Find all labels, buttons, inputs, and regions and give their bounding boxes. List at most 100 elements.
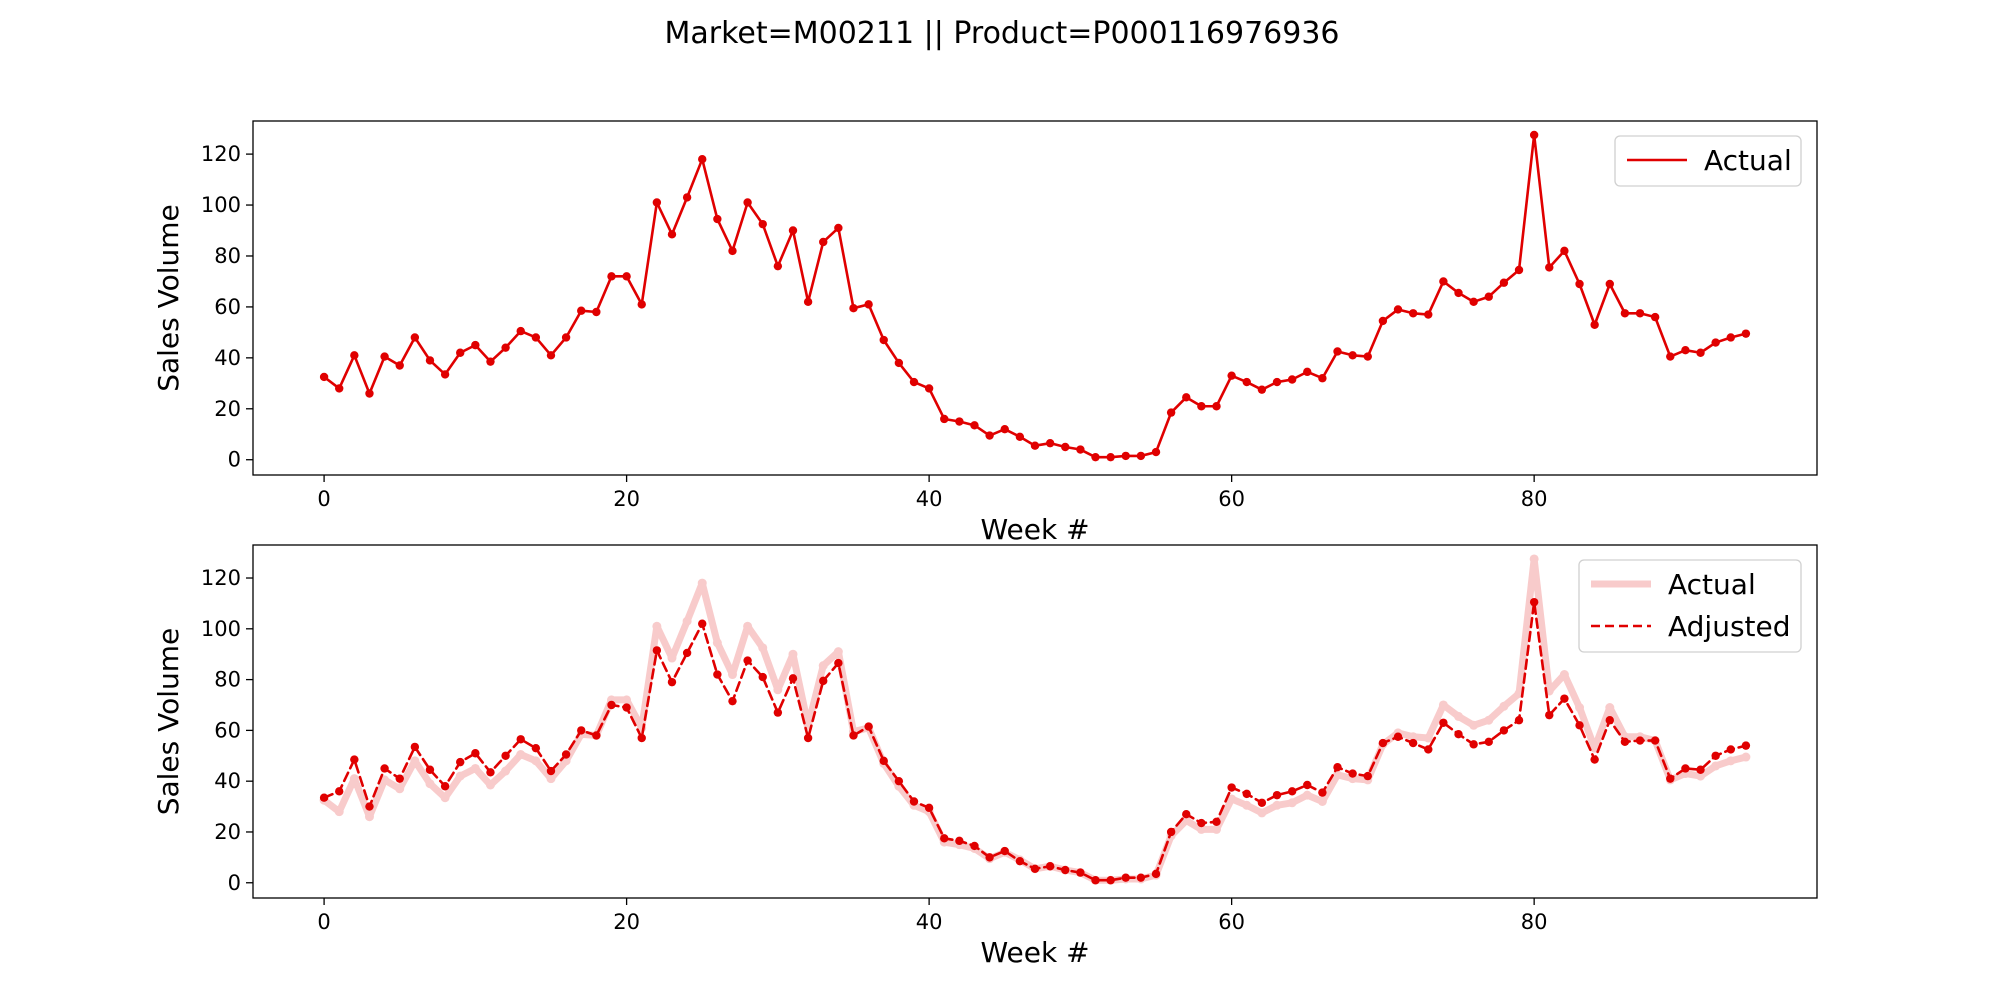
data-point	[1045, 438, 1055, 448]
data-point	[712, 638, 722, 648]
data-point	[1666, 352, 1675, 361]
data-point	[501, 751, 510, 760]
data-point	[516, 326, 525, 336]
data-point	[1303, 367, 1312, 377]
data-point	[456, 757, 465, 767]
y-tick-label: 40	[214, 346, 241, 370]
data-point	[1741, 741, 1751, 750]
data-point	[955, 836, 964, 846]
legend-label-actual: Actual	[1668, 568, 1756, 601]
y-tick-label: 100	[201, 193, 241, 217]
data-point	[1454, 711, 1464, 721]
data-point	[622, 272, 631, 281]
data-point	[440, 782, 450, 791]
x-tick-label: 40	[916, 910, 943, 934]
data-point	[335, 787, 344, 796]
data-point	[1469, 740, 1478, 749]
data-point	[516, 750, 526, 760]
data-point	[1545, 263, 1554, 272]
data-point	[1045, 862, 1055, 871]
x-axis-label: Week #	[980, 513, 1089, 546]
y-tick-label: 80	[214, 668, 241, 692]
data-point	[1287, 798, 1297, 808]
data-point	[395, 361, 404, 370]
x-tick-label: 60	[1218, 910, 1245, 934]
data-point	[788, 649, 798, 659]
legend-label-actual: Actual	[1704, 144, 1792, 177]
data-point	[1605, 703, 1615, 713]
data-point	[577, 306, 586, 315]
y-tick-label: 20	[214, 820, 241, 844]
data-point	[1408, 732, 1418, 742]
data-point	[758, 643, 768, 653]
data-point	[698, 619, 707, 628]
data-point	[425, 779, 435, 789]
data-point	[833, 647, 843, 657]
data-point	[1484, 737, 1493, 747]
data-point	[1696, 771, 1706, 781]
data-point	[1711, 338, 1720, 347]
data-point	[1272, 800, 1282, 810]
data-point	[1560, 246, 1569, 256]
data-point	[380, 352, 389, 361]
data-point	[1333, 347, 1342, 356]
chart-panel-2: 0 20 40 60 80 0 20 40 60 80 100 120 Week # Sales Volu…	[152, 544, 1818, 969]
data-point	[1181, 816, 1191, 826]
data-point	[1499, 278, 1509, 287]
data-point	[531, 743, 541, 753]
data-point	[1196, 824, 1206, 834]
data-point	[1454, 730, 1463, 739]
data-point	[1030, 864, 1040, 873]
data-point	[743, 656, 752, 665]
data-point	[1438, 700, 1448, 710]
data-point	[985, 431, 994, 440]
data-point	[1635, 736, 1645, 745]
data-point	[1272, 377, 1282, 387]
data-point	[1499, 726, 1509, 735]
data-point	[546, 774, 556, 784]
data-point	[1408, 738, 1418, 748]
data-point	[924, 384, 934, 393]
data-point	[592, 731, 601, 740]
x-tick-label: 80	[1521, 910, 1548, 934]
data-point	[682, 648, 692, 658]
data-point	[561, 333, 571, 342]
legend-box	[1578, 559, 1802, 653]
data-point	[1469, 297, 1478, 307]
data-point	[1317, 797, 1327, 806]
data-point	[803, 733, 813, 743]
data-point	[849, 731, 858, 740]
data-point	[758, 672, 767, 682]
y-tick-label: 0	[228, 871, 241, 895]
data-point	[1348, 769, 1357, 778]
data-point	[818, 661, 828, 671]
data-point	[834, 658, 843, 668]
y-tick-label: 120	[201, 142, 241, 166]
data-point	[1197, 818, 1206, 828]
series-line	[322, 133, 1748, 459]
data-point	[803, 297, 813, 307]
data-point	[592, 307, 601, 317]
data-point	[713, 214, 722, 224]
data-point	[365, 389, 374, 398]
data-point	[1681, 764, 1690, 773]
data-point	[1363, 771, 1372, 781]
data-point	[773, 261, 783, 271]
data-point	[1227, 371, 1236, 380]
data-point	[1424, 310, 1433, 319]
x-tick-label: 60	[1218, 487, 1245, 511]
data-point	[486, 768, 495, 777]
data-point	[1166, 408, 1176, 417]
data-point	[1257, 798, 1267, 807]
data-point	[940, 414, 949, 424]
data-point	[531, 333, 541, 342]
data-point	[1318, 374, 1327, 383]
data-point	[758, 219, 767, 229]
data-point	[1529, 597, 1539, 607]
data-point	[1696, 765, 1705, 774]
data-point	[410, 333, 420, 342]
data-point	[909, 377, 919, 387]
y-axis-label: Sales Volume	[152, 204, 185, 392]
data-point	[667, 677, 677, 687]
data-point	[1559, 670, 1569, 680]
